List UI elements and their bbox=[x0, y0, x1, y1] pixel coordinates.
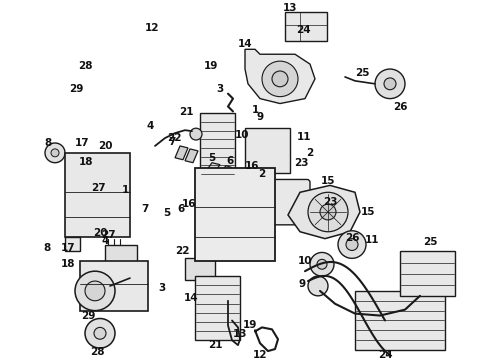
Text: 13: 13 bbox=[233, 329, 247, 339]
Text: 6: 6 bbox=[226, 156, 234, 166]
Text: 4: 4 bbox=[101, 237, 109, 246]
Text: 28: 28 bbox=[90, 347, 104, 357]
Text: 3: 3 bbox=[217, 84, 223, 94]
Text: 27: 27 bbox=[100, 230, 115, 240]
Polygon shape bbox=[218, 166, 232, 177]
Circle shape bbox=[346, 239, 358, 251]
Text: 14: 14 bbox=[184, 293, 198, 303]
Text: 24: 24 bbox=[296, 25, 311, 35]
Text: 2: 2 bbox=[259, 169, 266, 179]
Text: 8: 8 bbox=[45, 138, 51, 148]
Text: 19: 19 bbox=[203, 61, 218, 71]
Text: 7: 7 bbox=[168, 137, 176, 147]
Text: 10: 10 bbox=[298, 256, 312, 266]
Text: 10: 10 bbox=[235, 130, 250, 140]
Text: 3: 3 bbox=[158, 283, 165, 293]
Bar bbox=[185, 258, 215, 280]
Polygon shape bbox=[288, 185, 360, 239]
Circle shape bbox=[320, 204, 336, 220]
Text: 16: 16 bbox=[245, 161, 259, 171]
Circle shape bbox=[272, 71, 288, 87]
Circle shape bbox=[75, 271, 115, 311]
Text: 16: 16 bbox=[181, 199, 196, 209]
Circle shape bbox=[190, 128, 202, 140]
Bar bbox=[65, 153, 130, 237]
Text: 13: 13 bbox=[283, 3, 297, 13]
Polygon shape bbox=[245, 49, 315, 104]
Text: 29: 29 bbox=[81, 311, 95, 320]
Bar bbox=[245, 128, 290, 172]
Circle shape bbox=[375, 69, 405, 99]
Text: 12: 12 bbox=[253, 350, 267, 360]
Text: 22: 22 bbox=[167, 134, 181, 143]
Circle shape bbox=[262, 61, 298, 96]
Text: 9: 9 bbox=[256, 112, 263, 122]
Text: 25: 25 bbox=[355, 68, 370, 78]
Circle shape bbox=[308, 276, 328, 296]
Text: 29: 29 bbox=[69, 84, 83, 94]
Text: 5: 5 bbox=[163, 208, 170, 218]
Bar bbox=[195, 276, 240, 340]
Text: 5: 5 bbox=[208, 153, 216, 163]
Text: 21: 21 bbox=[179, 107, 194, 117]
Bar bbox=[195, 168, 275, 261]
Text: 26: 26 bbox=[393, 102, 407, 112]
Text: 7: 7 bbox=[141, 204, 148, 215]
Polygon shape bbox=[232, 170, 246, 181]
Text: 20: 20 bbox=[93, 228, 108, 238]
Text: 19: 19 bbox=[243, 320, 257, 330]
Text: 25: 25 bbox=[423, 237, 437, 247]
Circle shape bbox=[308, 192, 348, 232]
Text: 1: 1 bbox=[122, 185, 128, 195]
Text: 14: 14 bbox=[238, 39, 252, 49]
Polygon shape bbox=[185, 149, 198, 163]
Text: 15: 15 bbox=[361, 207, 375, 217]
Circle shape bbox=[51, 149, 59, 157]
Circle shape bbox=[45, 143, 65, 163]
Text: 24: 24 bbox=[378, 350, 392, 360]
Text: 28: 28 bbox=[78, 61, 93, 71]
Text: 21: 21 bbox=[208, 340, 222, 350]
Text: 18: 18 bbox=[61, 259, 75, 269]
Circle shape bbox=[317, 259, 327, 269]
Text: 20: 20 bbox=[98, 141, 112, 151]
Text: 11: 11 bbox=[365, 235, 379, 245]
Text: 2: 2 bbox=[306, 148, 314, 158]
Circle shape bbox=[85, 319, 115, 348]
Text: 22: 22 bbox=[175, 247, 189, 256]
Text: 6: 6 bbox=[178, 204, 185, 215]
Polygon shape bbox=[65, 237, 80, 251]
Circle shape bbox=[310, 252, 334, 276]
Text: 15: 15 bbox=[321, 176, 336, 186]
Text: 11: 11 bbox=[296, 132, 311, 142]
Circle shape bbox=[85, 281, 105, 301]
Text: 8: 8 bbox=[43, 243, 50, 253]
Bar bbox=[285, 12, 327, 41]
Text: 1: 1 bbox=[251, 105, 259, 116]
Text: 4: 4 bbox=[147, 121, 154, 131]
Polygon shape bbox=[175, 146, 188, 160]
FancyBboxPatch shape bbox=[239, 180, 310, 225]
Bar bbox=[355, 291, 445, 350]
Text: 26: 26 bbox=[345, 233, 360, 243]
Circle shape bbox=[384, 78, 396, 90]
Circle shape bbox=[338, 231, 366, 258]
Text: 18: 18 bbox=[78, 157, 93, 167]
Bar bbox=[400, 251, 455, 296]
Circle shape bbox=[94, 327, 106, 339]
Bar bbox=[105, 244, 137, 266]
Text: 17: 17 bbox=[61, 243, 76, 253]
Text: 9: 9 bbox=[298, 279, 306, 289]
Text: 27: 27 bbox=[91, 183, 105, 193]
Bar bbox=[200, 113, 235, 183]
Text: 17: 17 bbox=[74, 138, 89, 148]
Text: 23: 23 bbox=[294, 158, 309, 168]
Text: 23: 23 bbox=[323, 197, 337, 207]
Polygon shape bbox=[205, 163, 220, 175]
Text: 12: 12 bbox=[145, 23, 159, 33]
Bar bbox=[80, 261, 148, 311]
